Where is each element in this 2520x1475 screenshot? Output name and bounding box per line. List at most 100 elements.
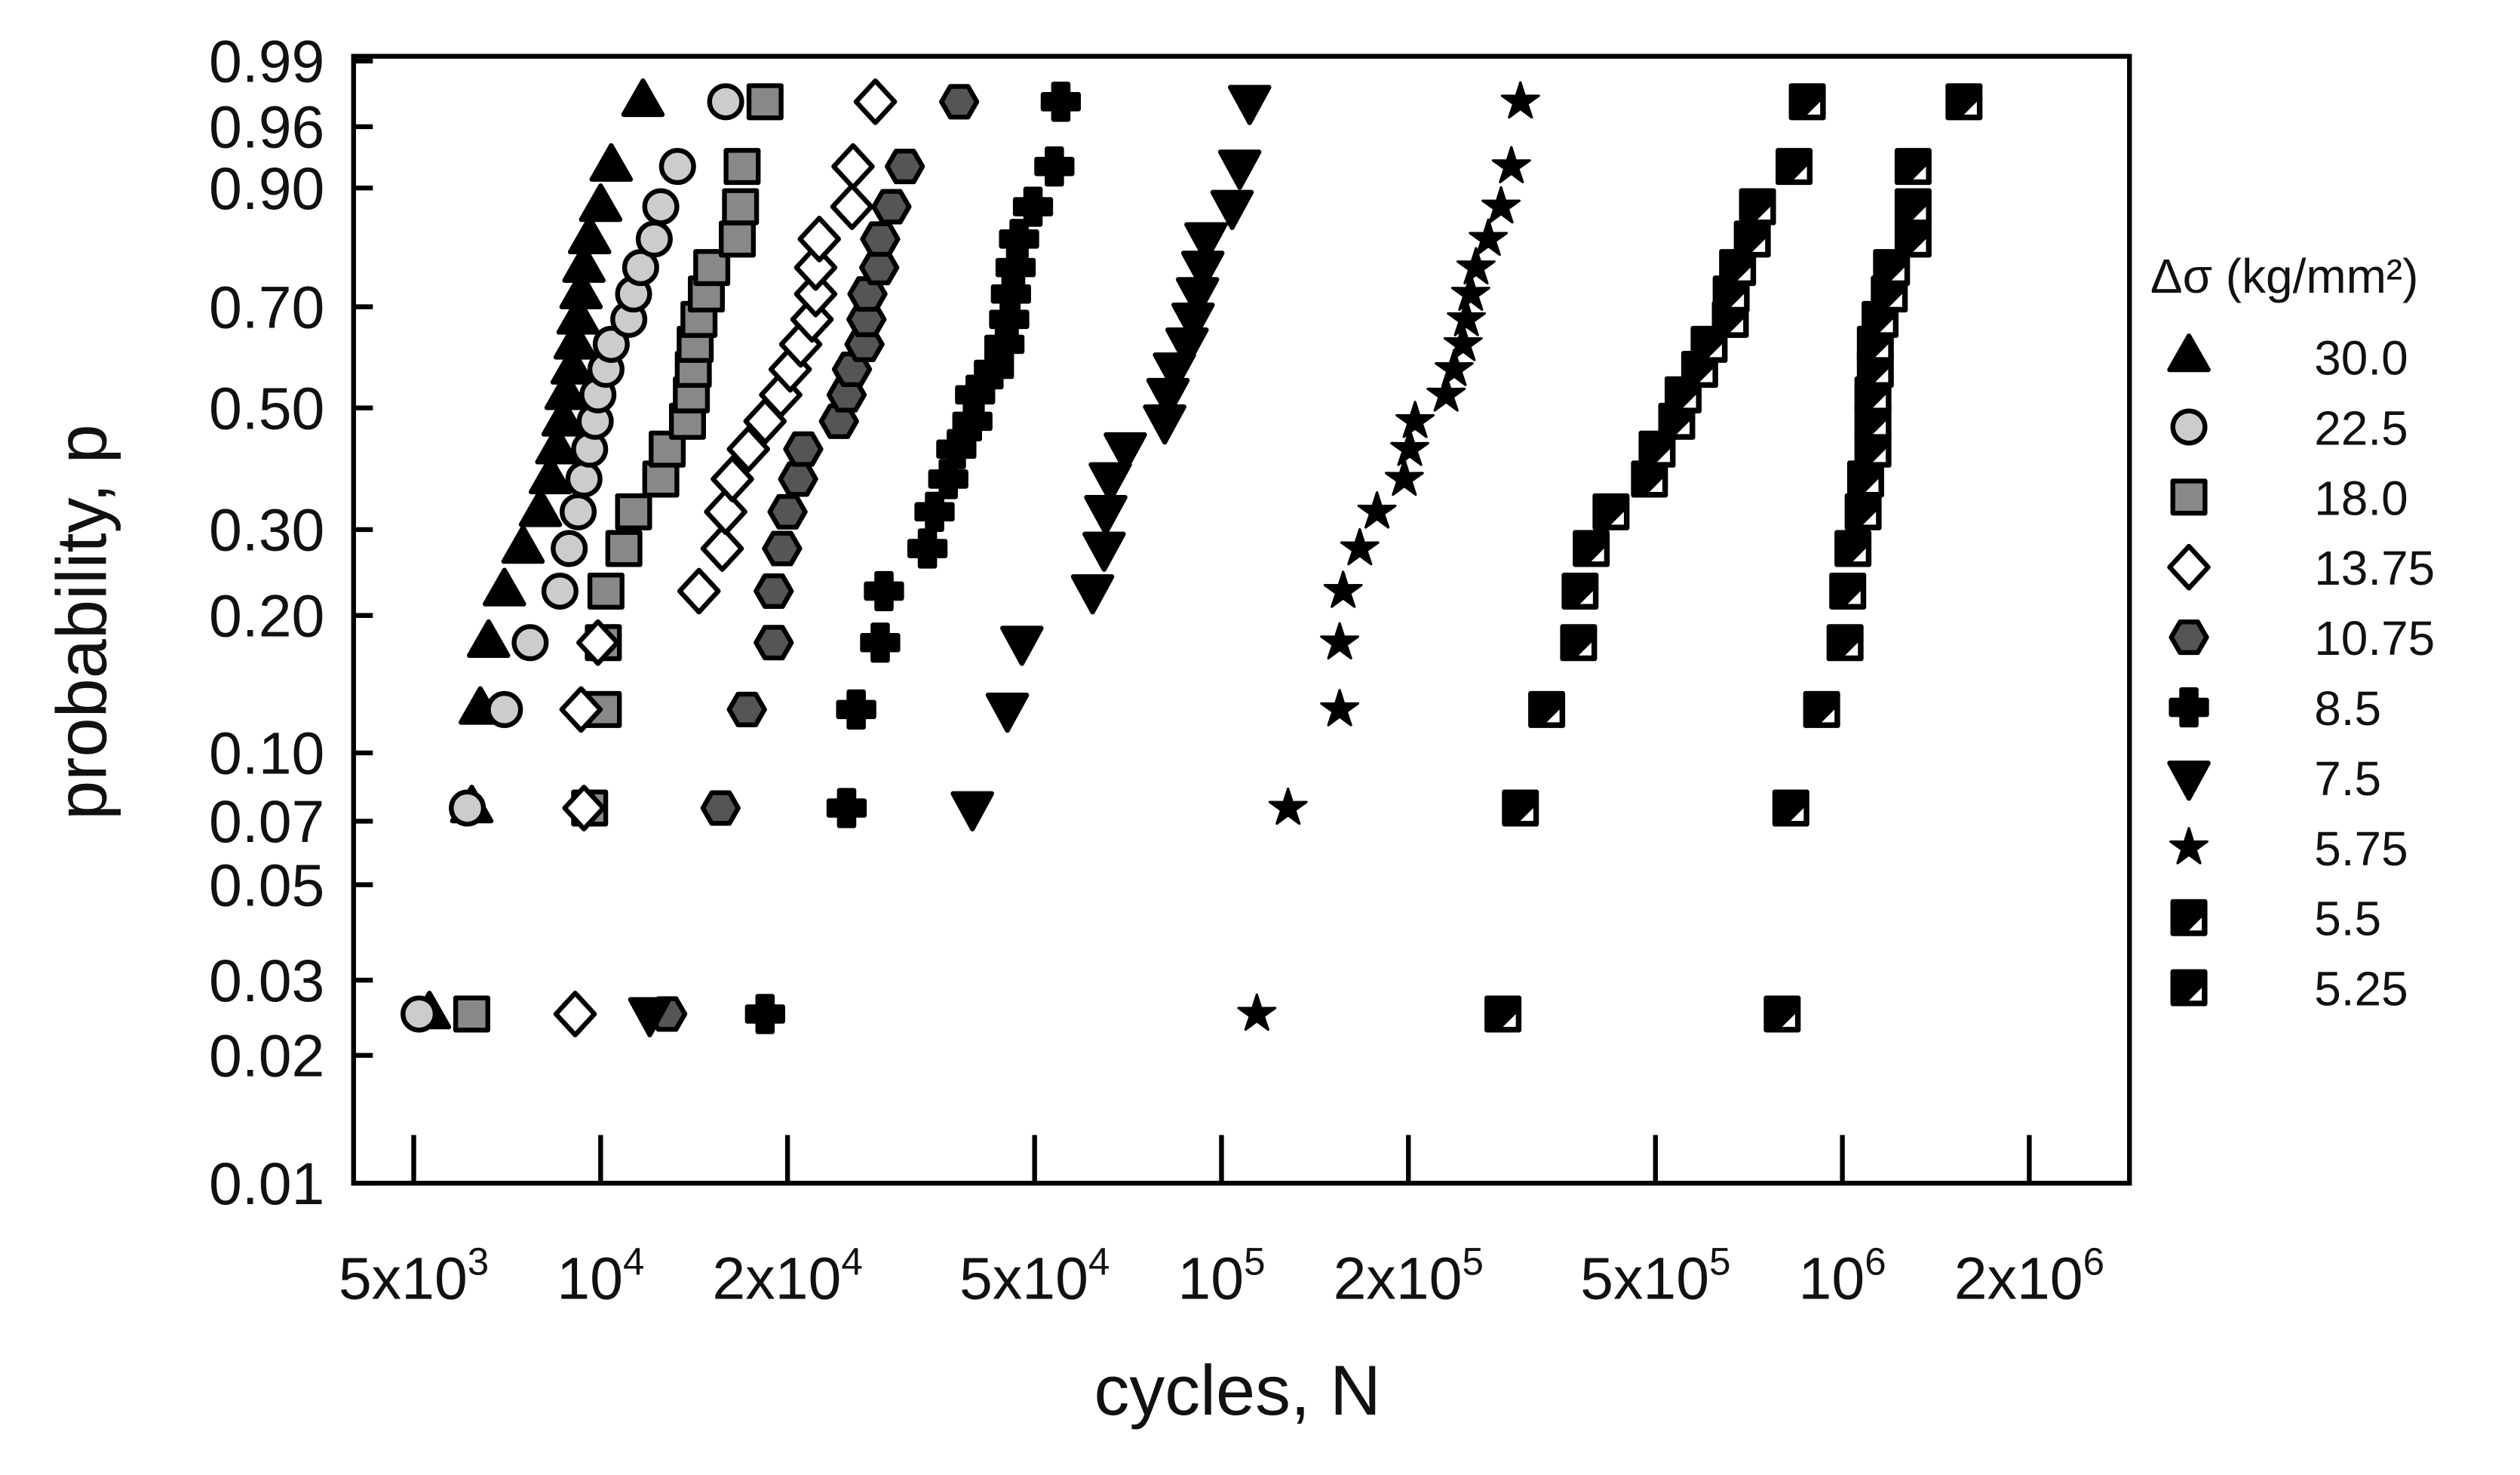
marker-shape bbox=[767, 493, 808, 530]
point bbox=[1320, 689, 1360, 727]
legend-symbol bbox=[2167, 543, 2211, 591]
x-tick-label: 105 bbox=[1177, 1240, 1265, 1312]
marker-detail bbox=[1610, 512, 1624, 525]
marker-shape bbox=[723, 148, 761, 186]
legend-label: 5.5 bbox=[2314, 892, 2381, 946]
marker-shape bbox=[541, 572, 579, 610]
point bbox=[860, 221, 901, 257]
point bbox=[793, 244, 838, 291]
marker-shape bbox=[553, 991, 597, 1037]
marker-detail bbox=[1822, 709, 1835, 723]
point bbox=[836, 689, 876, 730]
marker-shape bbox=[1228, 85, 1272, 125]
point bbox=[723, 148, 761, 186]
marker-shape bbox=[1491, 146, 1531, 183]
marker-detail bbox=[1656, 449, 1671, 462]
marker-shape bbox=[1012, 186, 1054, 227]
point bbox=[826, 788, 867, 828]
marker-shape bbox=[605, 530, 643, 567]
marker-shape bbox=[826, 788, 867, 828]
x-tick-exponent: 5 bbox=[1709, 1240, 1730, 1283]
legend-label: 7.5 bbox=[2314, 751, 2381, 806]
marker-shape bbox=[830, 183, 874, 230]
legend-symbol bbox=[2169, 619, 2209, 656]
marker-shape bbox=[793, 270, 838, 318]
marker-shape bbox=[860, 221, 901, 257]
point bbox=[560, 493, 597, 530]
marker-detail bbox=[1591, 549, 1604, 562]
point bbox=[486, 690, 523, 728]
marker-detail bbox=[2189, 988, 2202, 1001]
point bbox=[955, 374, 996, 415]
point bbox=[1481, 186, 1521, 224]
marker-detail bbox=[1579, 591, 1593, 604]
point bbox=[853, 78, 898, 125]
marker-shape bbox=[722, 188, 760, 226]
marker-shape bbox=[2169, 619, 2209, 656]
point bbox=[1340, 527, 1380, 566]
marker-detail bbox=[1845, 642, 1859, 656]
marker-shape bbox=[615, 493, 652, 530]
marker-shape bbox=[528, 456, 572, 495]
marker-shape bbox=[1323, 570, 1363, 608]
point bbox=[1788, 83, 1826, 121]
legend-label: 18.0 bbox=[2314, 471, 2408, 525]
marker-shape bbox=[707, 83, 744, 121]
marker-shape bbox=[1088, 462, 1132, 502]
marker-shape bbox=[1268, 787, 1308, 825]
point bbox=[754, 625, 794, 661]
marker-shape bbox=[2169, 827, 2208, 865]
point bbox=[541, 572, 579, 610]
point bbox=[726, 426, 771, 473]
x-tick-label: 106 bbox=[1799, 1240, 1886, 1312]
point bbox=[1456, 247, 1496, 284]
point bbox=[1357, 491, 1397, 529]
x-tick-base: 2x10 bbox=[712, 1246, 841, 1312]
point bbox=[615, 493, 652, 530]
legend-symbol bbox=[2170, 478, 2208, 516]
y-tick-label: 0.50 bbox=[209, 375, 324, 441]
marker-detail bbox=[1875, 344, 1889, 358]
marker-shape bbox=[871, 189, 912, 225]
point bbox=[1763, 995, 1801, 1033]
legend-label: 5.25 bbox=[2314, 962, 2408, 1016]
marker-shape bbox=[793, 244, 838, 291]
point bbox=[700, 790, 741, 826]
marker-shape bbox=[560, 493, 597, 530]
point bbox=[1435, 349, 1474, 386]
point bbox=[1834, 530, 1872, 567]
legend-label: 5.75 bbox=[2314, 822, 2408, 876]
point bbox=[1592, 493, 1630, 530]
marker-shape bbox=[762, 530, 803, 567]
marker-shape bbox=[1320, 689, 1360, 727]
marker-shape bbox=[576, 619, 620, 666]
point bbox=[550, 346, 594, 385]
marker-shape bbox=[754, 625, 794, 661]
x-tick-base: 5x10 bbox=[339, 1246, 468, 1312]
point bbox=[693, 249, 731, 287]
y-tick-label: 0.96 bbox=[209, 94, 324, 161]
plot-frame bbox=[351, 54, 2132, 1186]
point bbox=[1776, 148, 1813, 186]
marker-shape bbox=[783, 431, 824, 467]
point bbox=[1384, 458, 1424, 496]
point bbox=[579, 183, 623, 223]
marker-shape bbox=[453, 995, 490, 1033]
marker-shape bbox=[592, 325, 630, 363]
point bbox=[1228, 85, 1272, 125]
legend-label: 8.5 bbox=[2314, 681, 2381, 736]
point bbox=[1395, 401, 1435, 438]
x-tick-label: 2x106 bbox=[1954, 1240, 2104, 1312]
y-tick-label: 0.03 bbox=[209, 948, 324, 1014]
point bbox=[754, 573, 794, 609]
marker-shape bbox=[1456, 247, 1496, 284]
marker-shape bbox=[1217, 149, 1262, 190]
marker-shape bbox=[778, 461, 818, 497]
marker-shape bbox=[754, 573, 794, 609]
legend-label: 10.75 bbox=[2314, 611, 2435, 665]
legend-symbol bbox=[2169, 687, 2209, 728]
point bbox=[1012, 186, 1054, 227]
marker-detail bbox=[1852, 549, 1866, 562]
marker-shape bbox=[2167, 333, 2211, 373]
